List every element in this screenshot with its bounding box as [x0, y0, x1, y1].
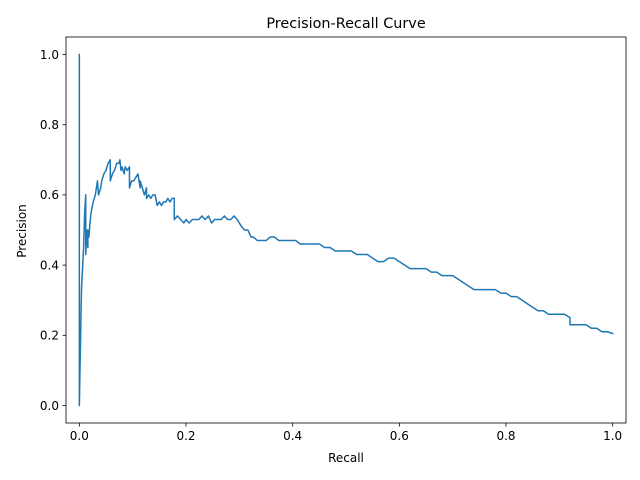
y-tick-label: 0.4	[40, 258, 59, 272]
y-tick-label: 0.2	[40, 329, 59, 343]
chart-title: Precision-Recall Curve	[266, 16, 426, 32]
y-tick-label: 0.0	[40, 399, 59, 413]
y-tick-label: 1.0	[40, 48, 59, 62]
x-tick-label: 1.0	[603, 429, 622, 443]
axes: 0.0 0.2 0.4 0.6 0.8 1.0 0.0 0.2 0.4 0.6 0.8 1.0	[40, 36, 627, 443]
x-tick-label: 0.0	[70, 429, 89, 443]
x-tick-label: 0.8	[496, 429, 515, 443]
y-tick-label: 0.6	[40, 188, 59, 202]
y-tick-label: 0.8	[40, 118, 59, 132]
y-axis-title: Precision	[15, 204, 29, 258]
x-tick-label: 0.6	[390, 429, 409, 443]
axes-frame	[65, 36, 627, 424]
series-line-0	[78, 53, 614, 407]
plot-area	[78, 53, 614, 407]
x-tick-label: 0.2	[176, 429, 195, 443]
x-axis-title: Recall	[328, 451, 364, 465]
x-tick-label: 0.4	[283, 429, 302, 443]
